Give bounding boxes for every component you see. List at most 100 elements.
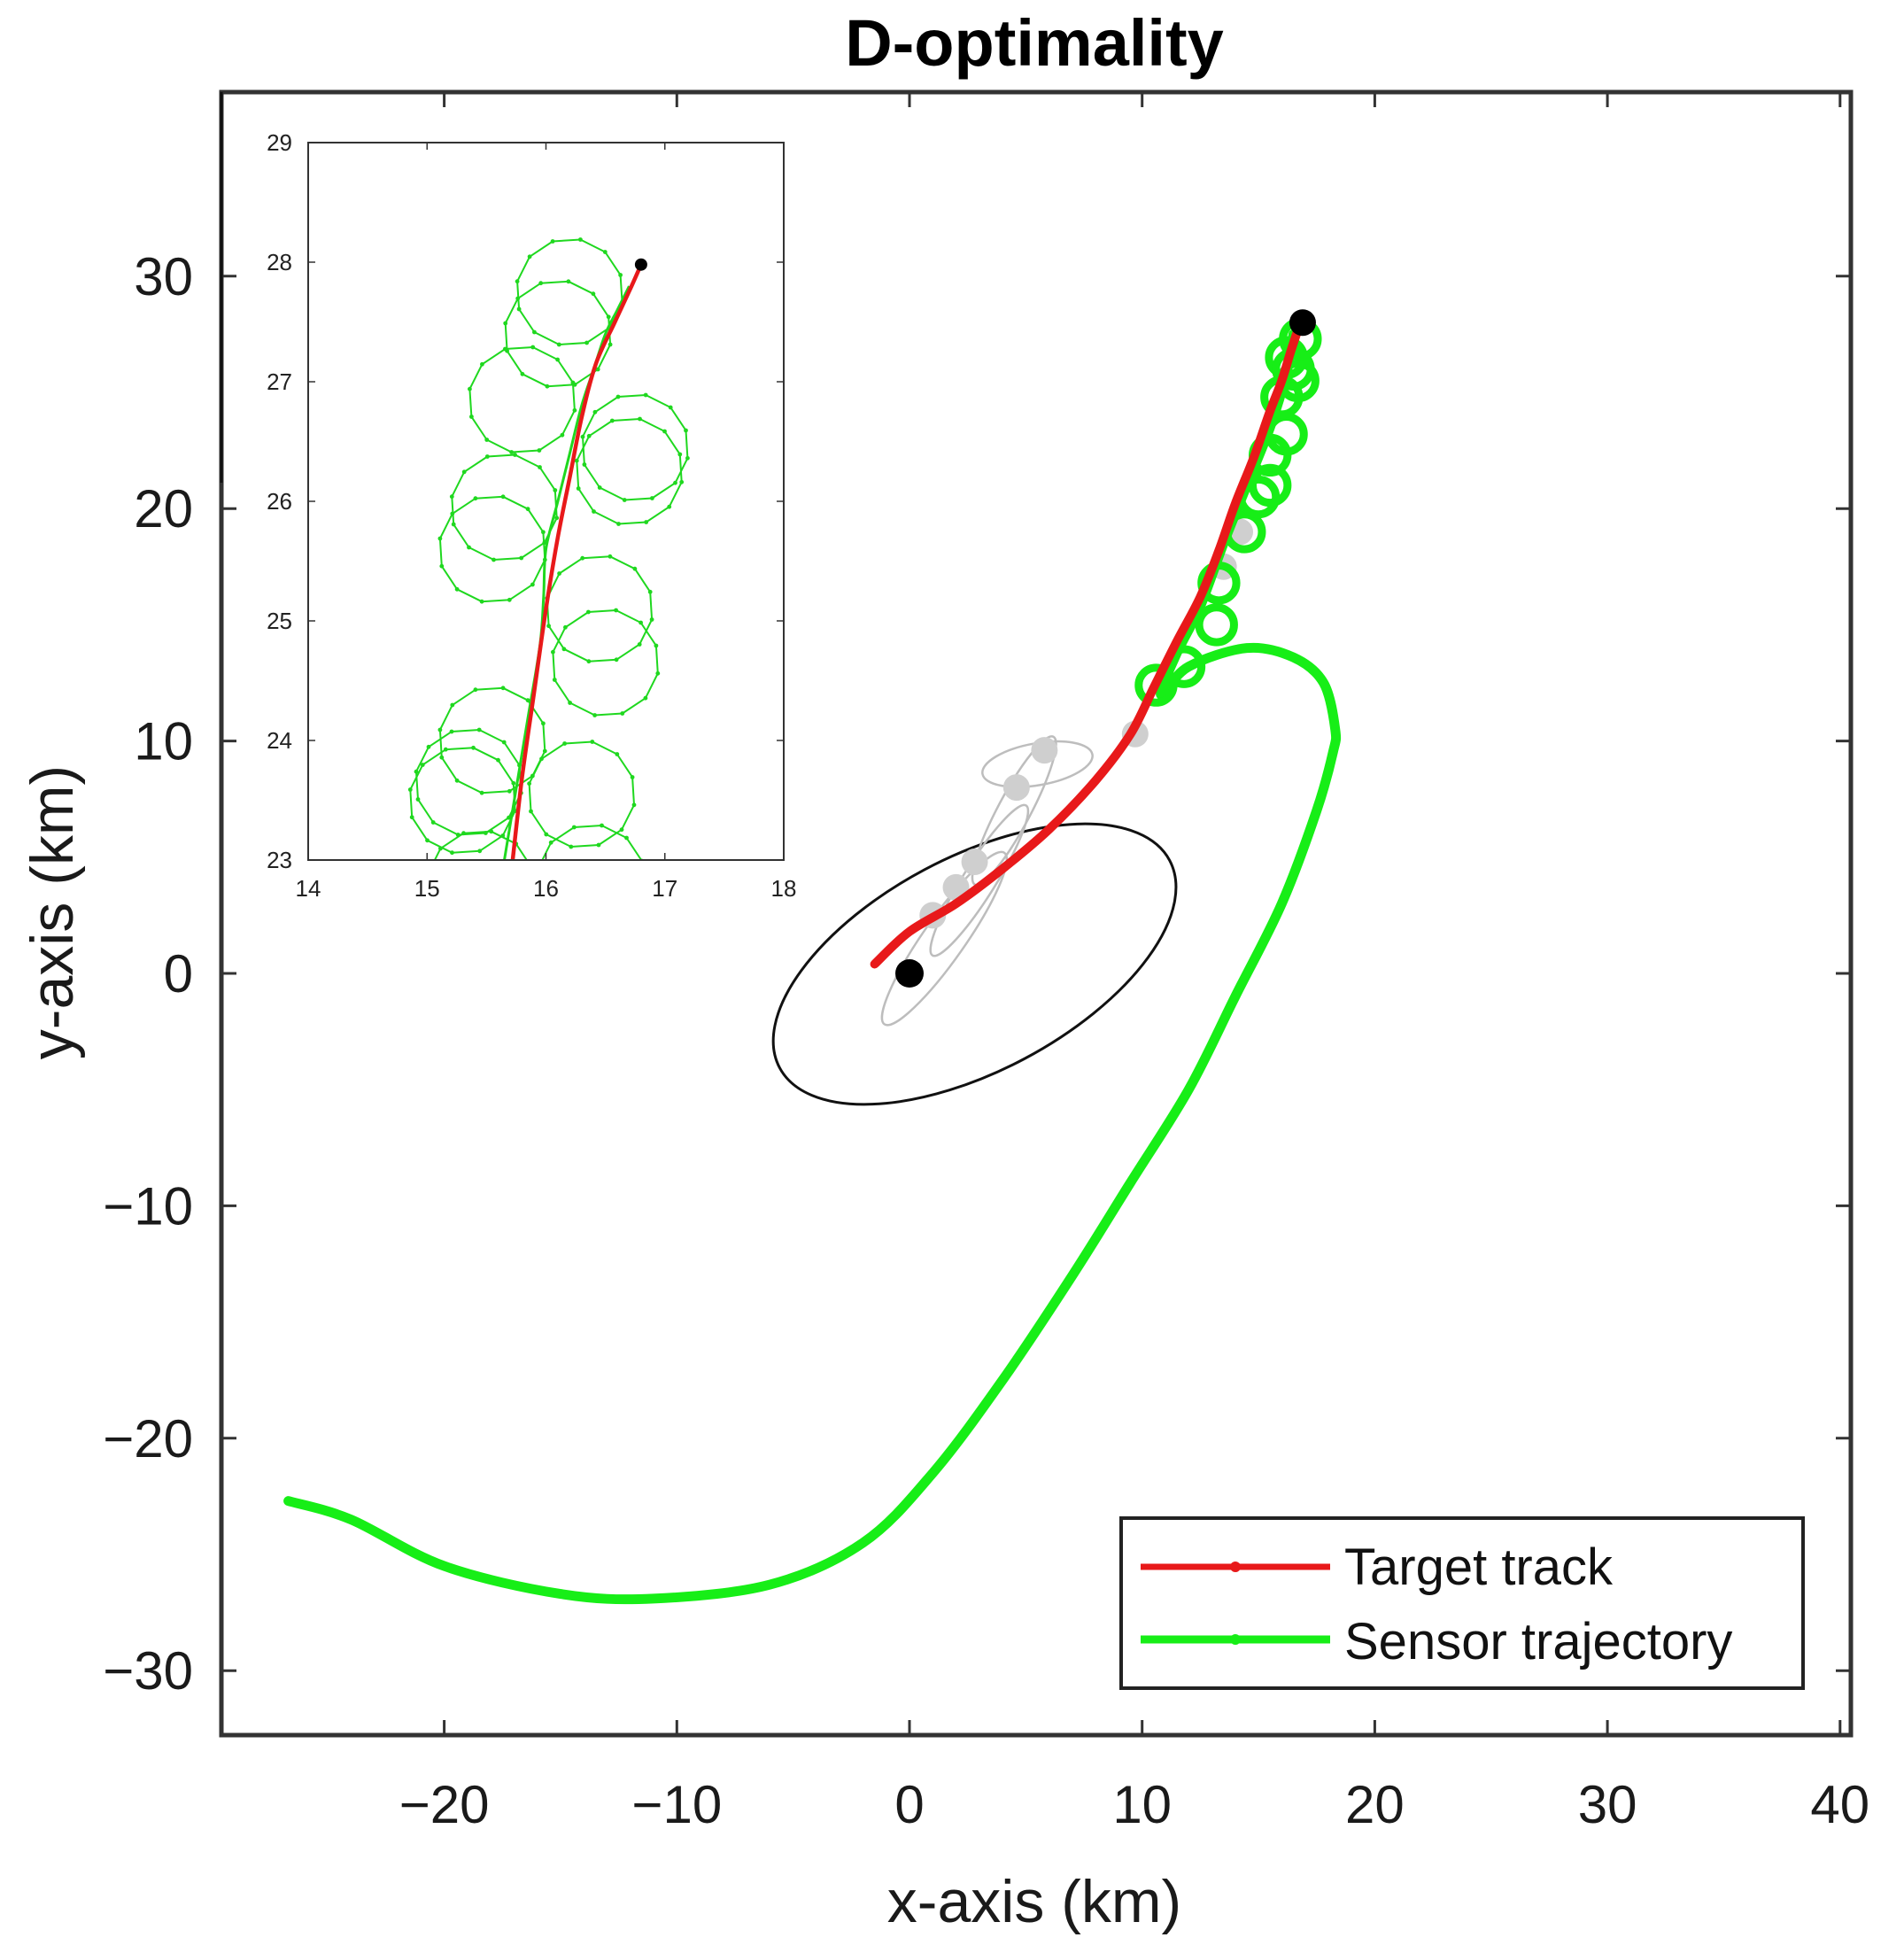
inset-loop-vertex: [638, 416, 642, 422]
inset-x-tick-label: 17: [652, 875, 677, 902]
inset-loop-vertex: [420, 763, 425, 767]
inset-loop-vertex: [620, 711, 625, 716]
inset-loop-vertex: [566, 279, 571, 284]
inset-x-tick-label: 14: [296, 875, 321, 902]
inset-loop-vertex: [450, 850, 454, 856]
inset-loop-vertex: [473, 496, 478, 501]
inset-loop-vertex: [609, 418, 615, 423]
inset-y-tick-label: 23: [267, 847, 292, 873]
inset-loop-vertex: [643, 695, 648, 701]
inset-loop-vertex: [602, 250, 608, 254]
inset-loop-vertex: [426, 744, 431, 749]
inset-loop-vertex: [473, 687, 478, 693]
inset-loop-vertex: [556, 342, 561, 347]
inset-loop-vertex: [655, 670, 661, 676]
inset-loop-vertex: [500, 494, 506, 500]
inset-loop-vertex: [614, 608, 618, 613]
inset-loop-vertex: [541, 530, 546, 535]
inset-loop-vertex: [640, 858, 644, 859]
inset-loop-vertex: [491, 557, 496, 562]
legend: Target track Sensor trajectory: [1119, 1516, 1805, 1690]
inset-loop-vertex: [624, 835, 629, 841]
inset-loop-vertex: [530, 345, 536, 350]
inset-loop-vertex: [644, 520, 649, 524]
inset-target-track: [510, 262, 644, 859]
inset-loop-vertex: [608, 554, 613, 559]
x-tick-label: 0: [894, 1775, 924, 1834]
inset-loop-vertex: [425, 838, 430, 843]
inset-loop-vertex: [437, 727, 443, 732]
inset-loop-vertex: [569, 844, 574, 849]
inset-zoom-chart: 14 15 16 17 18 23 24 25 26 27 28 29: [267, 129, 796, 902]
inset-loop-vertex: [515, 279, 520, 284]
x-tick-label: −20: [399, 1775, 490, 1834]
end-point-marker: [1289, 309, 1316, 337]
inset-loop-vertex: [555, 357, 560, 362]
legend-marker-target-track: [1230, 1562, 1241, 1572]
inset-loop-vertex: [551, 649, 555, 655]
axis-ticks: [221, 92, 1851, 1735]
legend-marker-sensor-trajectory: [1230, 1634, 1241, 1645]
inset-loop-vertex: [615, 752, 620, 756]
inset-loop-vertex: [477, 849, 483, 854]
start-point-marker: [895, 959, 924, 988]
inset-loop-vertex: [469, 415, 474, 419]
legend-box: [1119, 1516, 1805, 1690]
inset-axis-ticks: 14 15 16 17 18 23 24 25 26 27 28 29: [267, 129, 796, 902]
inset-y-tick-label: 24: [267, 727, 292, 754]
inset-loop-vertex: [600, 823, 604, 828]
inset-loop-vertex: [484, 454, 490, 459]
inset-loop-vertex: [548, 840, 553, 845]
inset-loop-vertex: [532, 329, 537, 335]
inset-loop-vertex: [596, 842, 601, 848]
inset-loop-vertex: [667, 504, 672, 509]
y-tick-label: 0: [164, 944, 193, 1004]
inset-loop-vertex: [519, 555, 524, 561]
inset-loop-vertex: [529, 809, 533, 814]
inset-loop-vertex: [618, 273, 623, 277]
inset-loop-vertex: [449, 494, 454, 500]
inset-loop-vertex: [639, 620, 643, 625]
inset-loop-vertex: [541, 721, 546, 726]
inset-loop-vertex: [503, 321, 508, 326]
inset-loop-vertex: [552, 678, 557, 682]
inset-loop-vertex: [520, 371, 525, 376]
inset-loop-vertex: [511, 780, 516, 786]
inset-loop-vertex: [554, 515, 560, 521]
main-plot-area: [283, 309, 1342, 1605]
inset-loop-vertex: [557, 571, 561, 576]
inset-loop-vertex: [479, 599, 484, 604]
inset-loop-vertex: [509, 450, 514, 454]
inset-loop-vertex: [673, 480, 677, 485]
estimate-point: [961, 849, 988, 876]
estimate-point: [1031, 737, 1058, 764]
uncertainty-ellipse: [971, 735, 1057, 887]
inset-loop-vertex: [649, 617, 654, 622]
inset-loop-vertex: [530, 582, 535, 587]
inset-loop-vertex: [582, 462, 587, 467]
chart-title: D-optimality: [845, 6, 1224, 80]
y-tick-label: −20: [103, 1409, 193, 1469]
inset-loop-vertex: [592, 409, 598, 415]
inset-loop-vertex: [538, 281, 544, 286]
sensor-loop: [1248, 463, 1292, 508]
inset-loop-vertex: [454, 586, 460, 592]
inset-loop-vertex: [537, 448, 542, 453]
inset-loop-vertex: [468, 386, 472, 391]
inset-loop-vertex: [409, 815, 414, 820]
legend-label-sensor-trajectory: Sensor trajectory: [1344, 1613, 1732, 1670]
inset-y-tick-label: 26: [267, 488, 292, 515]
inset-loop-vertex: [654, 643, 659, 648]
inset-loop-vertex: [544, 832, 549, 837]
inset-loop-vertex: [539, 756, 544, 762]
uncertainty-ellipse: [929, 803, 1030, 957]
inset-loop-vertex: [507, 788, 512, 794]
inset-loop-vertex: [451, 522, 456, 527]
inset-loop-vertex: [570, 380, 576, 385]
inset-loop-vertex: [684, 428, 688, 433]
inset-plot-area: [407, 237, 690, 859]
inset-loop-vertex: [571, 825, 577, 830]
inset-loop-vertex: [574, 458, 579, 463]
inset-loop-vertex: [630, 775, 635, 779]
inset-y-tick-label: 25: [267, 608, 292, 634]
